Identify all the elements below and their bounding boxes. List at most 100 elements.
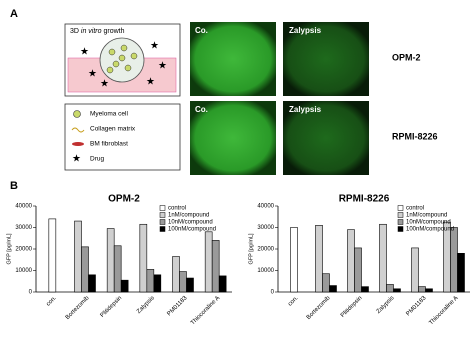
- x-tick-label: con.: [287, 295, 299, 307]
- bar: [211, 240, 220, 293]
- legend-item: Drug: [90, 156, 104, 163]
- bar: [179, 271, 187, 293]
- panel-label: B: [10, 180, 18, 192]
- icon: [72, 142, 84, 146]
- bar: [315, 225, 323, 293]
- cells: [106, 44, 138, 74]
- x-tick-label: Zalypsis: [376, 295, 396, 315]
- bar: [74, 220, 82, 293]
- legend-label: 100nM/compound: [168, 227, 216, 233]
- bar: [290, 227, 298, 293]
- legend-label: 1nM/compound: [168, 213, 209, 219]
- y-tick-label: 0: [29, 290, 33, 296]
- bar: [81, 246, 89, 293]
- image: [283, 22, 369, 96]
- y-tick-label: 20000: [257, 247, 274, 253]
- image-label: Zalypsis: [289, 105, 322, 114]
- bar: [153, 274, 162, 293]
- bar: [393, 288, 401, 293]
- bar: [120, 279, 129, 293]
- bar: [186, 277, 194, 293]
- drug-stars: ★★★★★ ★: [80, 41, 167, 90]
- bar: [113, 245, 122, 293]
- legend-label: control: [168, 206, 186, 212]
- y-tick-label: 30000: [15, 225, 32, 231]
- y-tick-label: 0: [271, 290, 275, 296]
- image: [190, 101, 276, 175]
- icon: [71, 127, 85, 133]
- y-tick-label: 40000: [257, 204, 274, 210]
- legend-swatch: [159, 205, 166, 211]
- x-tick-label: Bortezomib: [65, 295, 91, 321]
- bar: [322, 273, 330, 293]
- x-tick-label: con.: [46, 295, 58, 307]
- svg-text:★: ★: [158, 61, 167, 72]
- image: [283, 101, 369, 175]
- bar: [329, 285, 337, 293]
- legend-swatch: [397, 219, 404, 225]
- bar: [425, 288, 433, 293]
- bar: [204, 231, 213, 293]
- bar: [361, 286, 369, 293]
- bar: [48, 218, 57, 293]
- legend-swatch: [397, 212, 404, 218]
- legend-item: Myeloma cell: [90, 111, 128, 118]
- y-tick-label: 10000: [257, 268, 274, 274]
- legend-swatch: [397, 205, 404, 211]
- legend-item: Collagen matrix: [90, 126, 136, 133]
- x-tick-label: Plitidepsin: [340, 295, 364, 319]
- bar: [146, 269, 155, 293]
- bar: [386, 284, 394, 293]
- chart-title: OPM-2: [108, 194, 140, 205]
- y-tick-label: 30000: [257, 225, 274, 231]
- image-label: Co.: [195, 26, 208, 35]
- legend-box: [64, 103, 181, 171]
- svg-text:★: ★: [80, 47, 89, 58]
- legend-label: control: [406, 206, 424, 212]
- legend-swatch: [397, 226, 404, 232]
- bar: [379, 223, 387, 293]
- bar: [106, 228, 115, 293]
- bar: [354, 247, 362, 293]
- y-axis-label: GFP [pg/mL]: [6, 233, 12, 265]
- x-tick-label: Plitidepsin: [100, 295, 124, 319]
- x-tick-label: Bortezomib: [306, 295, 332, 321]
- x-tick-label: Thiocoraline A: [190, 295, 221, 326]
- x-tick-label: PM01183: [405, 295, 428, 318]
- schematic-title: 3D in vitro growth: [70, 28, 125, 35]
- icon: [73, 110, 81, 118]
- legend-swatch: [159, 219, 166, 225]
- panel-label: A: [10, 8, 18, 20]
- bar: [347, 229, 355, 293]
- y-tick-label: 10000: [15, 268, 32, 274]
- svg-text:★: ★: [150, 41, 159, 52]
- svg-text:★: ★: [100, 79, 109, 90]
- row-label: OPM-2: [392, 52, 421, 62]
- legend-item: BM fibroblast: [90, 141, 128, 148]
- image: [190, 22, 276, 96]
- legend-swatch: [159, 226, 166, 232]
- bar: [457, 253, 465, 293]
- bar: [443, 221, 451, 293]
- y-tick-label: 20000: [15, 247, 32, 253]
- y-tick-label: 40000: [15, 204, 32, 210]
- legend-label: 10nM/compound: [406, 220, 451, 226]
- legend-label: 100nM/compound: [406, 227, 454, 233]
- x-tick-label: PM01183: [166, 295, 189, 318]
- bar: [411, 247, 419, 293]
- image-label: Co.: [195, 105, 208, 114]
- y-axis-label: GFP [pg/mL]: [248, 233, 254, 265]
- chart-title: RPMI-8226: [339, 194, 390, 205]
- svg-text:★: ★: [88, 69, 97, 80]
- bar: [172, 256, 180, 293]
- row-label: RPMI-8226: [392, 131, 438, 141]
- legend-label: 1nM/compound: [406, 213, 447, 219]
- legend-swatch: [159, 212, 166, 218]
- bar: [450, 227, 458, 293]
- legend-label: 10nM/compound: [168, 220, 213, 226]
- svg-text:★: ★: [146, 77, 155, 88]
- bar: [218, 275, 227, 293]
- x-tick-label: Zalypsis: [136, 295, 156, 315]
- bar: [88, 274, 96, 293]
